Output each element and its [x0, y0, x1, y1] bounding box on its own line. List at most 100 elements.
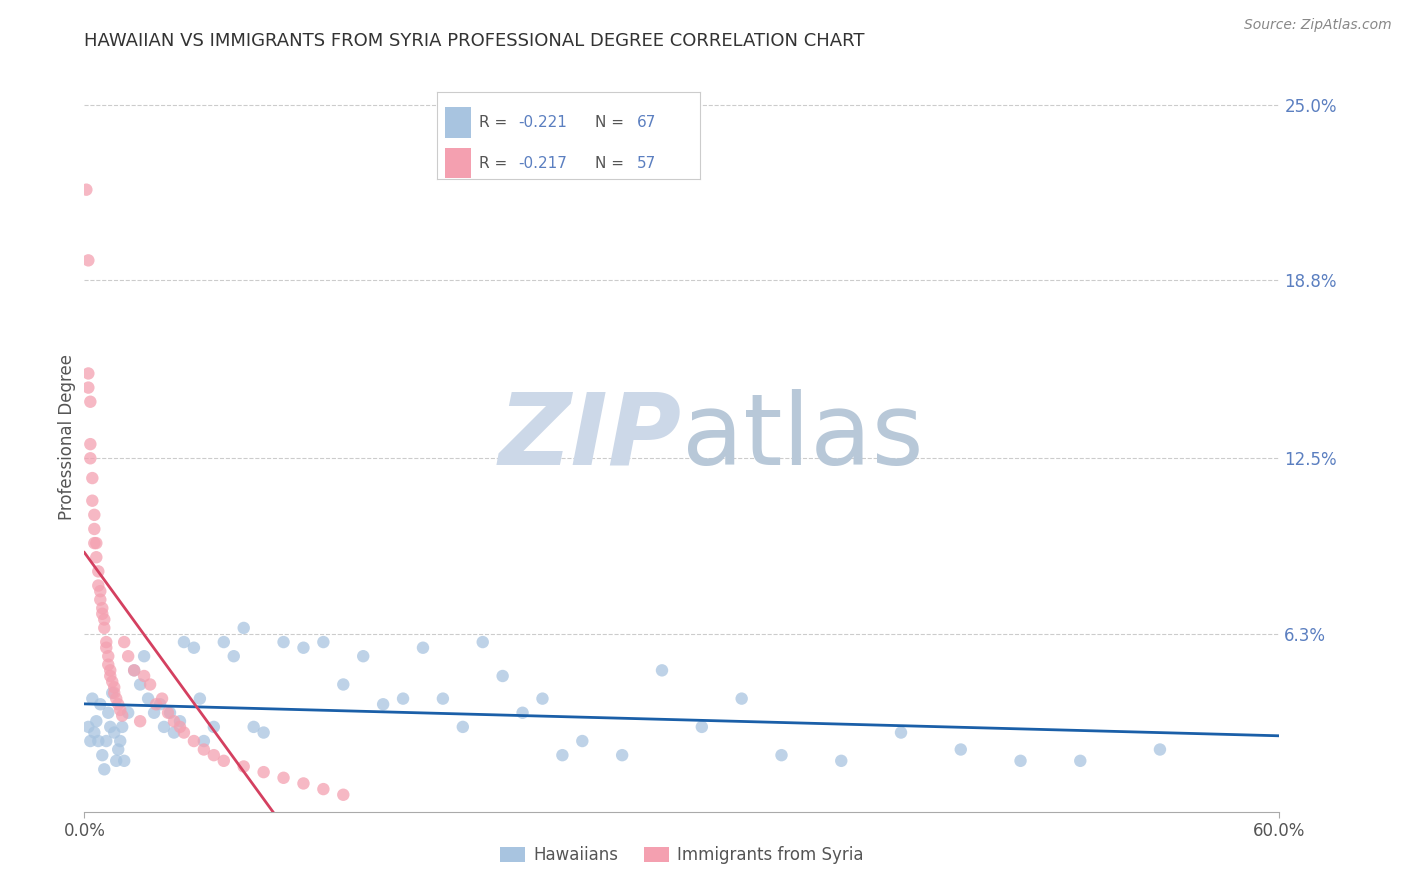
Point: [87, 565, 110, 579]
Point: [98, 720, 121, 734]
Point: [87, 578, 110, 592]
Point: [103, 681, 125, 695]
Point: [332, 788, 354, 802]
Point: [101, 686, 124, 700]
Point: [107, 698, 129, 712]
Text: Source: ZipAtlas.com: Source: ZipAtlas.com: [1244, 18, 1392, 32]
Point: [79, 451, 101, 466]
Point: [173, 635, 195, 649]
Legend: Hawaiians, Immigrants from Syria: Hawaiians, Immigrants from Syria: [494, 839, 870, 871]
Point: [312, 782, 335, 797]
Point: [82, 471, 104, 485]
Point: [551, 748, 574, 763]
Point: [169, 720, 191, 734]
Point: [149, 698, 172, 712]
Point: [183, 734, 205, 748]
Point: [157, 706, 180, 720]
Point: [531, 691, 554, 706]
Point: [139, 677, 162, 691]
Point: [87, 734, 110, 748]
Point: [98, 669, 121, 683]
Point: [97, 657, 120, 672]
Point: [91, 748, 114, 763]
Point: [112, 754, 135, 768]
Point: [77, 381, 100, 395]
Point: [122, 664, 145, 678]
Point: [273, 771, 295, 785]
Y-axis label: Professional Degree: Professional Degree: [58, 354, 76, 520]
Point: [77, 367, 100, 381]
Point: [188, 691, 211, 706]
Point: [232, 621, 254, 635]
Point: [136, 691, 159, 706]
Point: [96, 635, 118, 649]
Point: [145, 698, 167, 712]
Point: [451, 720, 474, 734]
Point: [273, 635, 295, 649]
Point: [132, 649, 156, 664]
Point: [373, 698, 395, 712]
Point: [129, 714, 152, 729]
Point: [77, 720, 100, 734]
Point: [352, 649, 374, 664]
Point: [129, 677, 152, 691]
Point: [312, 635, 335, 649]
Point: [242, 720, 264, 734]
Point: [212, 754, 235, 768]
Point: [150, 691, 173, 706]
Point: [77, 253, 100, 268]
Point: [1010, 754, 1032, 768]
Point: [651, 664, 673, 678]
Point: [253, 725, 276, 739]
Point: [222, 649, 245, 664]
Point: [117, 649, 139, 664]
Point: [143, 706, 166, 720]
Text: ZIP: ZIP: [499, 389, 682, 485]
Point: [103, 725, 125, 739]
Point: [432, 691, 454, 706]
Point: [89, 584, 111, 599]
Point: [332, 677, 354, 691]
Point: [89, 592, 111, 607]
Point: [97, 649, 120, 664]
Point: [98, 664, 121, 678]
Point: [471, 635, 494, 649]
Point: [89, 698, 111, 712]
Point: [163, 714, 186, 729]
Point: [93, 762, 115, 776]
Point: [83, 536, 105, 550]
Point: [1149, 742, 1171, 756]
Point: [82, 691, 104, 706]
Point: [163, 725, 186, 739]
Point: [193, 734, 215, 748]
Point: [571, 734, 593, 748]
Point: [122, 664, 145, 678]
Point: [112, 635, 135, 649]
Point: [83, 725, 105, 739]
Point: [93, 621, 115, 635]
Point: [949, 742, 972, 756]
Point: [117, 706, 139, 720]
Point: [82, 493, 104, 508]
Point: [159, 706, 181, 720]
Point: [690, 720, 713, 734]
Point: [105, 691, 128, 706]
Point: [153, 720, 176, 734]
Point: [193, 742, 215, 756]
Point: [75, 183, 97, 197]
Point: [86, 536, 108, 550]
Point: [492, 669, 515, 683]
Point: [830, 754, 852, 768]
Point: [111, 708, 134, 723]
Point: [512, 706, 534, 720]
Point: [79, 734, 101, 748]
Point: [890, 725, 912, 739]
Point: [253, 765, 276, 780]
Point: [93, 612, 115, 626]
Point: [212, 635, 235, 649]
Point: [83, 508, 105, 522]
Point: [91, 607, 114, 621]
Point: [91, 601, 114, 615]
Point: [111, 720, 134, 734]
Point: [83, 522, 105, 536]
